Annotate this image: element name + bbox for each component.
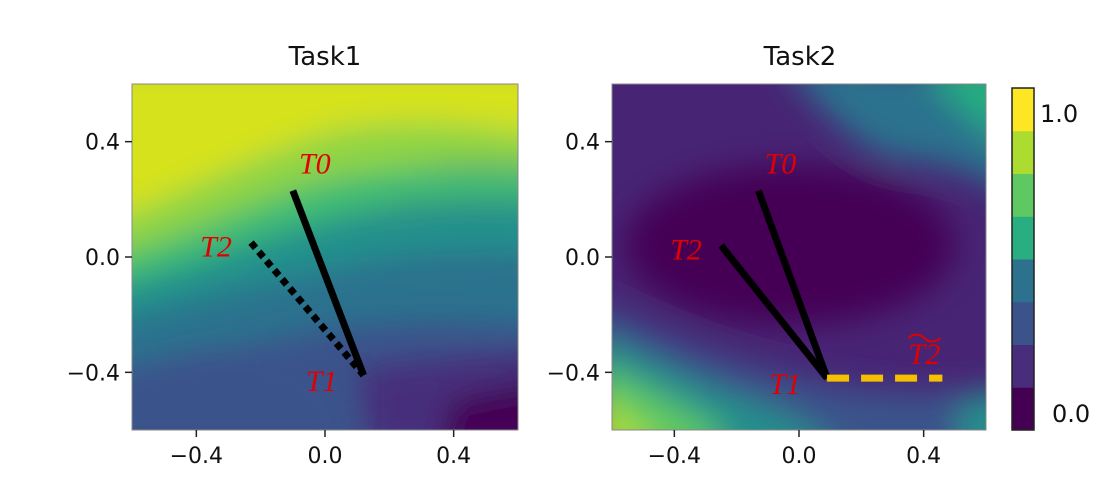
colorbar-max-label: 1.0 (1040, 100, 1078, 128)
task2-ytick-label: −0.4 (547, 361, 600, 386)
colorbar-cell (1012, 216, 1034, 260)
task2-point-label-t0: T0 (765, 148, 797, 181)
task2-axes: −0.4 0.0 0.4 0.4 0.0 −0.4 (547, 131, 942, 469)
task2-ytick-label: 0.0 (565, 246, 600, 271)
colorbar-cell (1012, 344, 1034, 388)
task2-title: Task2 (763, 42, 837, 72)
task1-panel: Task1 T0 T1 T2 −0.4 0.0 0.4 0.4 0.0 −0.4 (67, 42, 519, 469)
colorbar-frame (1011, 87, 1035, 431)
colorbar: 1.0 0.0 (1011, 87, 1090, 431)
colorbar-cell (1012, 301, 1034, 345)
task1-title: Task1 (288, 42, 362, 72)
task2-heatmap (612, 84, 986, 430)
task1-xtick-label: −0.4 (170, 444, 223, 469)
colorbar-cell (1012, 130, 1034, 174)
task1-axes: −0.4 0.0 0.4 0.4 0.0 −0.4 (67, 131, 472, 469)
task2-point-label-t1: T1 (769, 368, 801, 401)
task2-point-label-t2-tilde: T2 (909, 338, 941, 371)
task2-xtick-label: 0.0 (782, 444, 817, 469)
task1-path-t0-t1 (289, 189, 367, 377)
colorbar-cell (1012, 88, 1034, 132)
task2-path-t2-t1 (718, 243, 830, 381)
task1-point-label-t1: T1 (306, 365, 338, 398)
task2-path-t0-t1 (755, 189, 831, 380)
task1-ytick-label: 0.4 (85, 131, 120, 156)
task1-ytick-label: −0.4 (67, 361, 120, 386)
task2-ytick-label: 0.4 (565, 131, 600, 156)
colorbar-cell (1012, 259, 1034, 303)
task2-tilde-accent (907, 333, 942, 343)
colorbar-min-label: 0.0 (1052, 400, 1090, 428)
colorbar-cell (1012, 387, 1034, 431)
colorbar-cell (1012, 173, 1034, 217)
task2-xtick-label: −0.4 (648, 444, 701, 469)
task2-point-label-t2: T2 (670, 233, 702, 266)
task2-panel: Task2 T0 T1 T2 T2 −0.4 0.0 0.4 0.4 0.0 −0.4 (547, 42, 987, 469)
task1-marks: T0 T1 T2 (200, 148, 367, 398)
task2-marks: T0 T1 T2 T2 (670, 148, 943, 401)
task1-heatmap (132, 84, 518, 430)
colorbar-cells (1012, 88, 1034, 431)
task1-path-t2-t1 (248, 240, 367, 378)
task1-xtick-label: 0.4 (436, 444, 471, 469)
task1-point-label-t2: T2 (200, 231, 232, 264)
task1-ytick-label: 0.0 (85, 246, 120, 271)
task1-point-label-t0: T0 (299, 148, 331, 181)
task2-xtick-label: 0.4 (906, 444, 941, 469)
task1-xtick-label: 0.0 (308, 444, 343, 469)
